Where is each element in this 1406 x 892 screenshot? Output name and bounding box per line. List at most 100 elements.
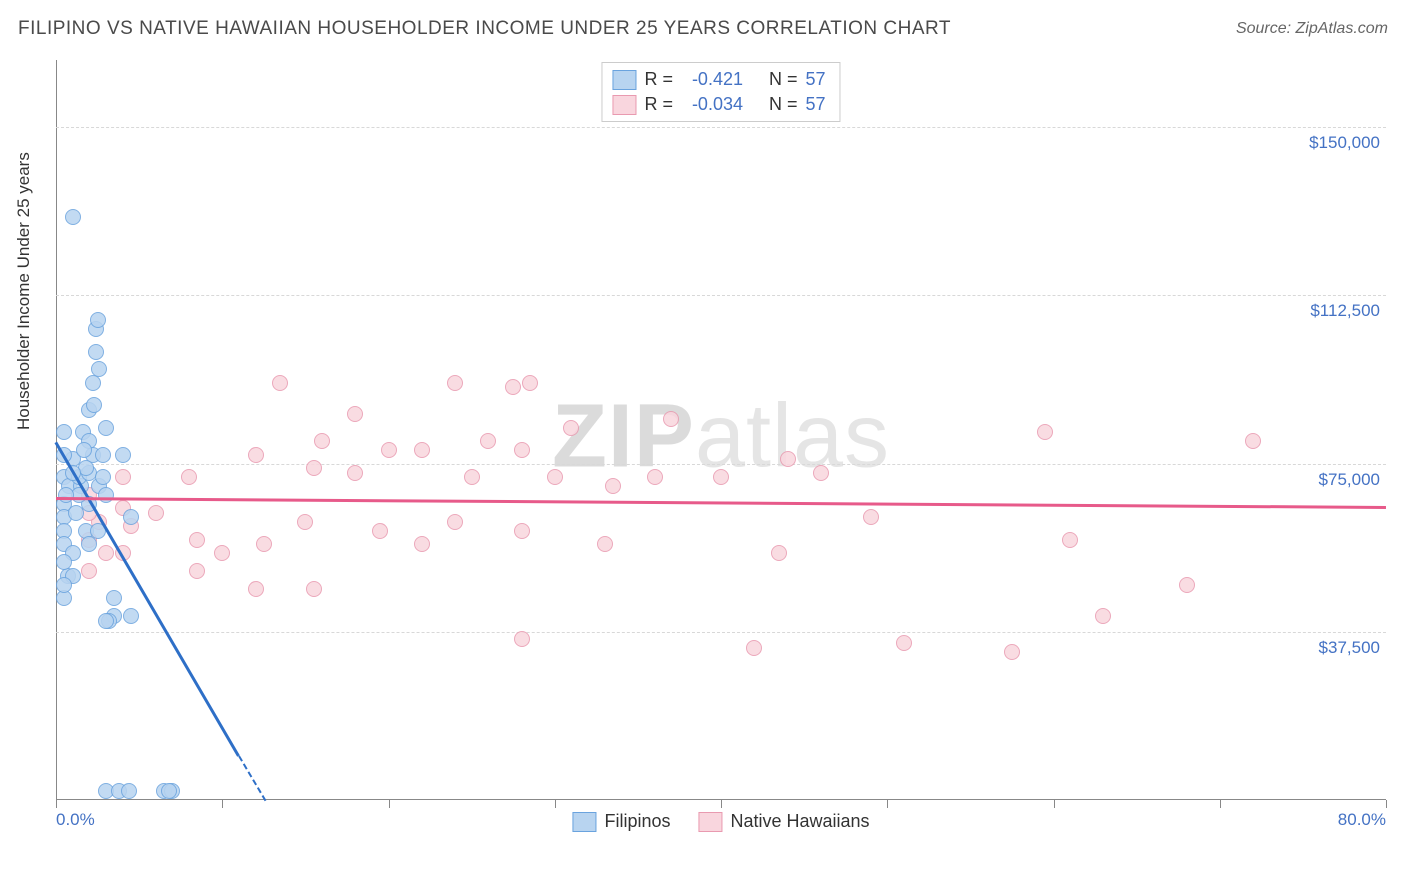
data-point xyxy=(1037,424,1053,440)
data-point xyxy=(248,447,264,463)
data-point xyxy=(306,581,322,597)
trend-line xyxy=(56,497,1386,508)
x-tick xyxy=(389,800,390,808)
data-point xyxy=(85,375,101,391)
data-point xyxy=(347,465,363,481)
data-point xyxy=(86,397,102,413)
legend-row-filipinos: R = -0.421 N = 57 xyxy=(612,67,825,92)
data-point xyxy=(76,442,92,458)
data-point xyxy=(56,577,72,593)
gridline xyxy=(56,295,1386,296)
data-point xyxy=(414,442,430,458)
data-point xyxy=(106,590,122,606)
gridline xyxy=(56,632,1386,633)
legend-label-hawaiians: Native Hawaiians xyxy=(730,811,869,832)
scatter-chart: ZIPatlas R = -0.421 N = 57 R = -0.034 N … xyxy=(56,60,1386,830)
data-point xyxy=(248,581,264,597)
data-point xyxy=(68,505,84,521)
gridline xyxy=(56,464,1386,465)
y-axis-label: Householder Income Under 25 years xyxy=(14,152,34,430)
data-point xyxy=(514,631,530,647)
data-point xyxy=(1245,433,1261,449)
x-tick xyxy=(887,800,888,808)
data-point xyxy=(81,563,97,579)
data-point xyxy=(713,469,729,485)
legend-item-filipinos: Filipinos xyxy=(572,811,670,832)
data-point xyxy=(447,514,463,530)
data-point xyxy=(88,344,104,360)
x-tick xyxy=(721,800,722,808)
data-point xyxy=(148,505,164,521)
data-point xyxy=(647,469,663,485)
x-tick xyxy=(555,800,556,808)
y-tick-label: $112,500 xyxy=(1310,301,1380,321)
r-value-filipinos: -0.421 xyxy=(681,69,743,90)
data-point xyxy=(1062,532,1078,548)
data-point xyxy=(547,469,563,485)
chart-title: FILIPINO VS NATIVE HAWAIIAN HOUSEHOLDER … xyxy=(18,18,951,40)
data-point xyxy=(115,469,131,485)
n-label: N = xyxy=(769,69,798,90)
legend-item-hawaiians: Native Hawaiians xyxy=(698,811,869,832)
source-prefix: Source: xyxy=(1236,20,1296,37)
data-point xyxy=(95,447,111,463)
data-point xyxy=(256,536,272,552)
n-label: N = xyxy=(769,94,798,115)
data-point xyxy=(563,420,579,436)
data-point xyxy=(297,514,313,530)
data-point xyxy=(115,447,131,463)
legend-swatch-filipinos xyxy=(572,812,596,832)
r-label: R = xyxy=(644,94,673,115)
legend-row-hawaiians: R = -0.034 N = 57 xyxy=(612,92,825,117)
data-point xyxy=(505,379,521,395)
data-point xyxy=(123,608,139,624)
data-point xyxy=(90,312,106,328)
data-point xyxy=(98,420,114,436)
data-point xyxy=(464,469,480,485)
x-tick xyxy=(1386,800,1387,808)
data-point xyxy=(306,460,322,476)
gridline xyxy=(56,127,1386,128)
data-point xyxy=(896,635,912,651)
data-point xyxy=(1004,644,1020,660)
y-tick-label: $75,000 xyxy=(1319,470,1380,490)
data-point xyxy=(480,433,496,449)
data-point xyxy=(214,545,230,561)
legend-swatch-filipinos xyxy=(612,70,636,90)
data-point xyxy=(813,465,829,481)
data-point xyxy=(605,478,621,494)
trend-line-dashed xyxy=(238,756,266,802)
data-point xyxy=(514,442,530,458)
data-point xyxy=(81,536,97,552)
series-legend: Filipinos Native Hawaiians xyxy=(572,811,869,832)
header: FILIPINO VS NATIVE HAWAIIAN HOUSEHOLDER … xyxy=(18,18,1388,40)
data-point xyxy=(161,783,177,799)
data-point xyxy=(663,411,679,427)
source-attribution: Source: ZipAtlas.com xyxy=(1236,20,1388,38)
data-point xyxy=(123,509,139,525)
source-name: ZipAtlas.com xyxy=(1296,20,1388,37)
data-point xyxy=(189,532,205,548)
data-point xyxy=(1095,608,1111,624)
data-point xyxy=(1179,577,1195,593)
n-value-filipinos: 57 xyxy=(806,69,826,90)
y-tick-label: $37,500 xyxy=(1319,638,1380,658)
data-point xyxy=(414,536,430,552)
data-point xyxy=(780,451,796,467)
data-point xyxy=(347,406,363,422)
data-point xyxy=(746,640,762,656)
data-point xyxy=(447,375,463,391)
data-point xyxy=(597,536,613,552)
x-tick-label: 80.0% xyxy=(1338,810,1386,830)
data-point xyxy=(121,783,137,799)
watermark-bold: ZIP xyxy=(552,386,695,486)
x-tick-label: 0.0% xyxy=(56,810,95,830)
data-point xyxy=(98,613,114,629)
data-point xyxy=(95,469,111,485)
data-point xyxy=(372,523,388,539)
data-point xyxy=(272,375,288,391)
data-point xyxy=(381,442,397,458)
data-point xyxy=(314,433,330,449)
data-point xyxy=(98,545,114,561)
x-tick xyxy=(222,800,223,808)
